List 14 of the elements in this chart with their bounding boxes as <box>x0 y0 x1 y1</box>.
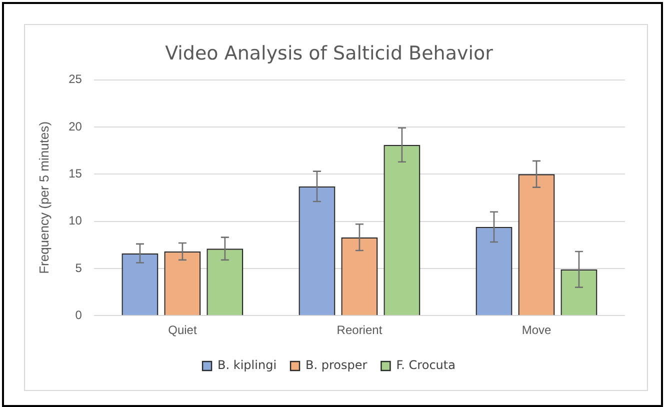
legend-label: F. Crocuta <box>396 358 456 372</box>
y-tick-label: 25 <box>68 72 82 86</box>
legend-label: B. kiplingi <box>218 358 277 372</box>
legend-label: B. prosper <box>306 358 368 372</box>
x-tick-label: Reorient <box>336 323 383 338</box>
y-tick-label: 10 <box>68 214 82 228</box>
y-tick-label: 20 <box>68 119 82 134</box>
y-tick-label: 0 <box>75 308 82 322</box>
x-tick-label: Quiet <box>168 323 198 338</box>
y-tick-label: 15 <box>68 166 82 180</box>
y-tick-label: 5 <box>75 260 82 275</box>
x-tick-label: Move <box>522 323 552 338</box>
y-axis-title: Frequency (per 5 minutes) <box>36 121 52 274</box>
chart-title: Video Analysis of Salticid Behavior <box>165 42 494 64</box>
